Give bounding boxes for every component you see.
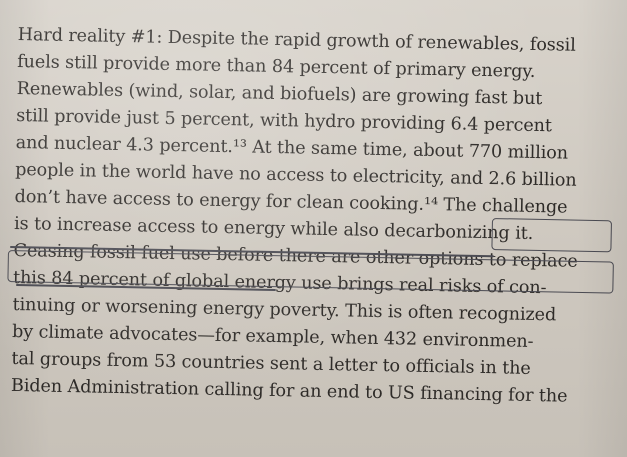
body-text: Hard reality #1: Despite the rapid growt… [11, 22, 618, 411]
